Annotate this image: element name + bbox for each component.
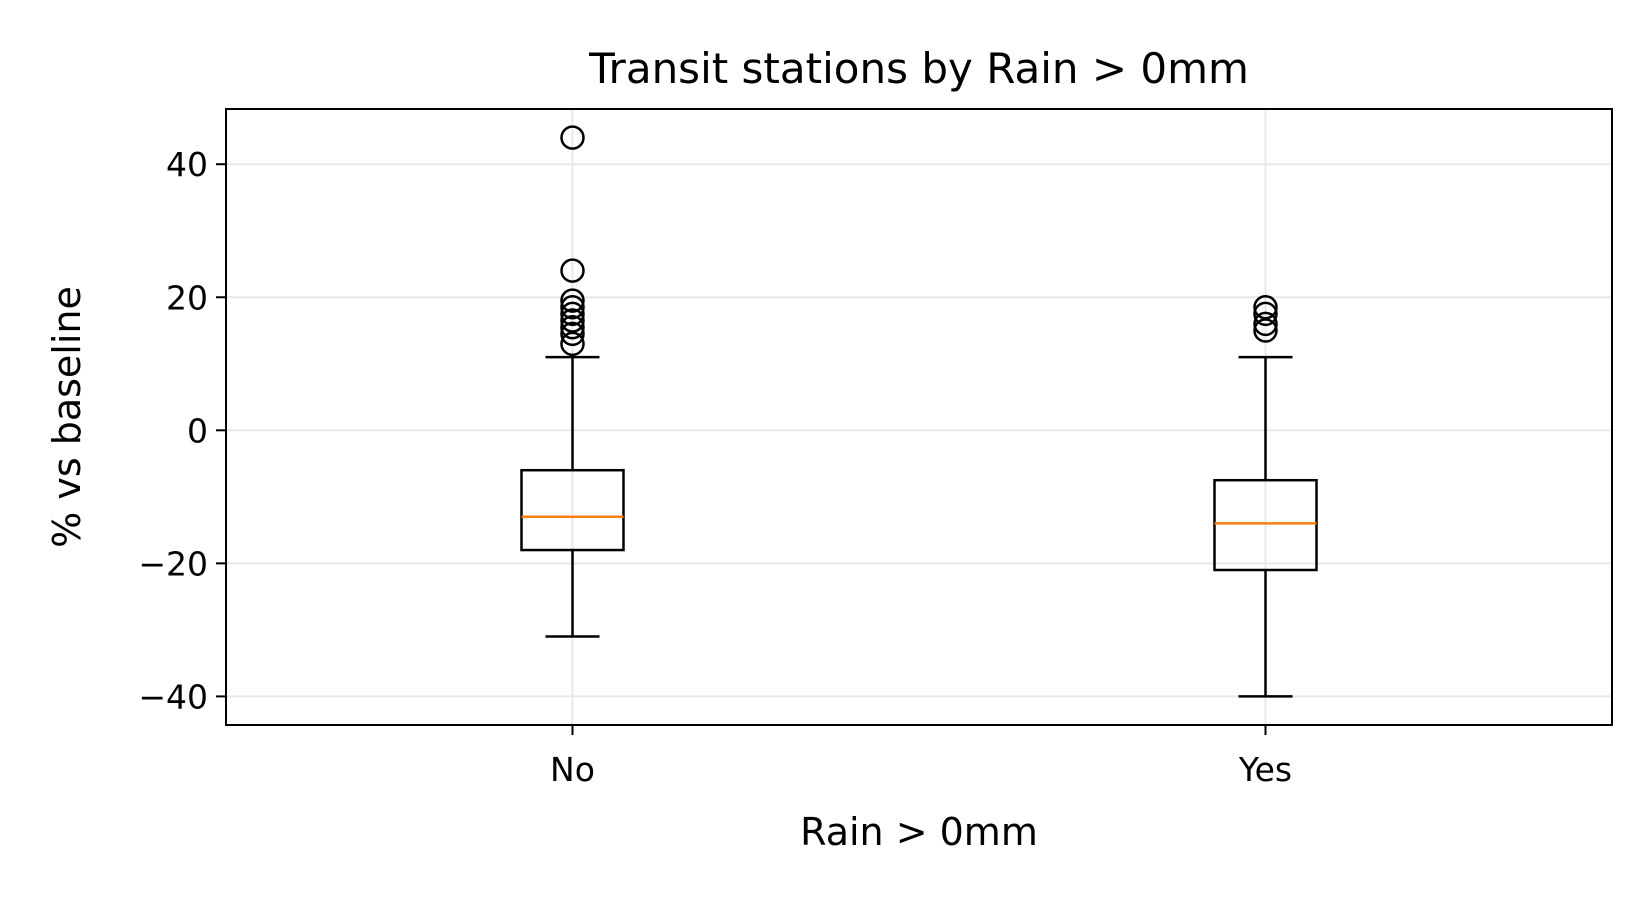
y-tick-label: 40 [166, 145, 208, 184]
y-tick-label: −20 [138, 544, 208, 583]
iqr-box [1213, 478, 1318, 572]
iqr-box [520, 468, 625, 552]
outlier-point [560, 301, 585, 327]
box-group-no [520, 125, 625, 638]
outlier-point [560, 288, 585, 313]
outlier-point [1253, 311, 1278, 337]
x-tick-label: No [550, 750, 595, 789]
outlier-point [560, 294, 585, 320]
outlier-point [1253, 294, 1278, 320]
x-axis-label: Rain > 0mm [800, 810, 1038, 854]
outlier-point [560, 331, 585, 357]
y-tick-label: 0 [187, 411, 208, 450]
x-tick-label: Yes [1238, 750, 1292, 789]
y-tick-label: −40 [138, 677, 208, 716]
chart-title: Transit stations by Rain > 0mm [588, 44, 1249, 93]
outlier-point [1253, 318, 1278, 343]
outlier-point [1253, 301, 1278, 327]
plot-frame [225, 108, 1613, 726]
y-axis-label: % vs baseline [45, 286, 89, 548]
outlier-point [560, 314, 585, 340]
outlier-point [560, 258, 585, 283]
outlier-point [560, 308, 585, 333]
y-tick-label: 20 [166, 278, 208, 317]
outlier-point [560, 125, 585, 150]
x-axis-ticks: No Yes [550, 725, 1292, 789]
box-layer [520, 125, 1318, 698]
outlier-point [560, 321, 585, 347]
y-axis-ticks: −40 −20 0 20 40 [138, 145, 226, 716]
box-group-yes [1213, 294, 1318, 698]
grid-layer [226, 109, 1612, 725]
